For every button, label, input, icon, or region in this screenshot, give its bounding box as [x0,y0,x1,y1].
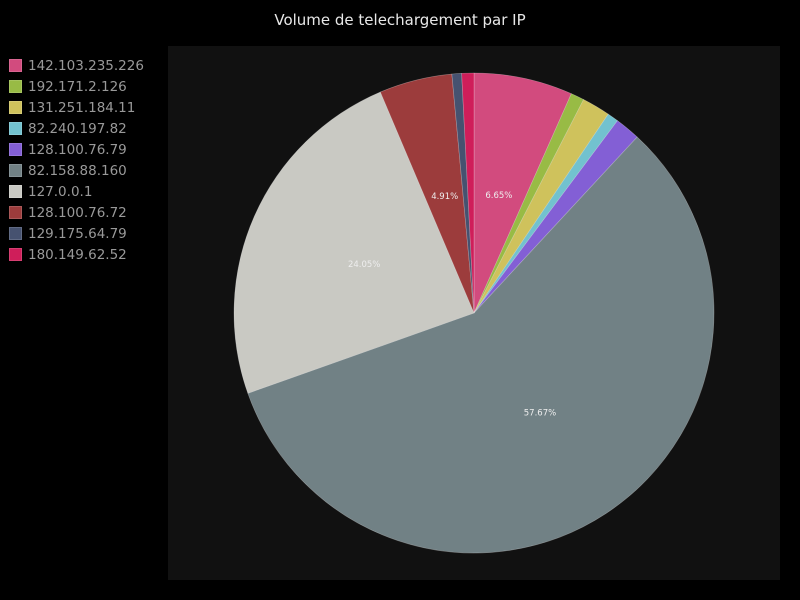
legend-swatch [9,59,22,72]
legend-label: 82.158.88.160 [28,162,127,179]
legend-label: 142.103.235.226 [28,57,144,74]
legend-item: 129.175.64.79 [9,223,144,244]
pie-slice-82.240.197.82 [473,113,618,314]
legend-item: 82.158.88.160 [9,160,144,181]
pie-slice-127.0.0.1 [233,91,475,394]
legend-swatch [9,164,22,177]
legend-label: 180.149.62.52 [28,246,127,263]
legend-swatch [9,143,22,156]
legend-item: 128.100.76.79 [9,139,144,160]
legend-swatch [9,122,22,135]
legend-label: 127.0.0.1 [28,183,93,200]
legend-swatch [9,206,22,219]
legend-swatch [9,248,22,261]
legend-label: 192.171.2.126 [28,78,127,95]
legend-item: 180.149.62.52 [9,244,144,265]
pie-slice-128.100.76.72 [379,73,475,314]
pie-slice-180.149.62.52 [461,72,475,314]
chart-title: Volume de telechargement par IP [274,11,526,29]
pie-slice-128.100.76.79 [473,120,638,314]
legend-item: 192.171.2.126 [9,76,144,97]
legend-label: 128.100.76.72 [28,204,127,221]
legend-item: 82.240.197.82 [9,118,144,139]
legend-label: 131.251.184.11 [28,99,136,116]
legend-swatch [9,185,22,198]
pie-slice-142.103.235.226 [473,72,572,314]
legend-item: 128.100.76.72 [9,202,144,223]
legend-label: 82.240.197.82 [28,120,127,137]
slice-data-label: 4.91% [431,192,458,202]
legend-swatch [9,227,22,240]
pie-slice-82.158.88.160 [247,136,715,554]
pie-slice-192.171.2.126 [473,93,585,314]
slice-data-label: 57.67% [524,409,556,419]
legend-item: 142.103.235.226 [9,55,144,76]
pie-slice-129.175.64.79 [451,73,475,314]
legend-label: 129.175.64.79 [28,225,127,242]
legend-item: 127.0.0.1 [9,181,144,202]
legend: 142.103.235.226 192.171.2.126 131.251.184.… [9,55,144,265]
legend-label: 128.100.76.79 [28,141,127,158]
legend-swatch [9,101,22,114]
slice-data-label: 6.65% [485,191,512,201]
slice-data-label: 24.05% [348,260,380,270]
pie-slice-131.251.184.11 [473,99,609,314]
legend-swatch [9,80,22,93]
legend-item: 131.251.184.11 [9,97,144,118]
